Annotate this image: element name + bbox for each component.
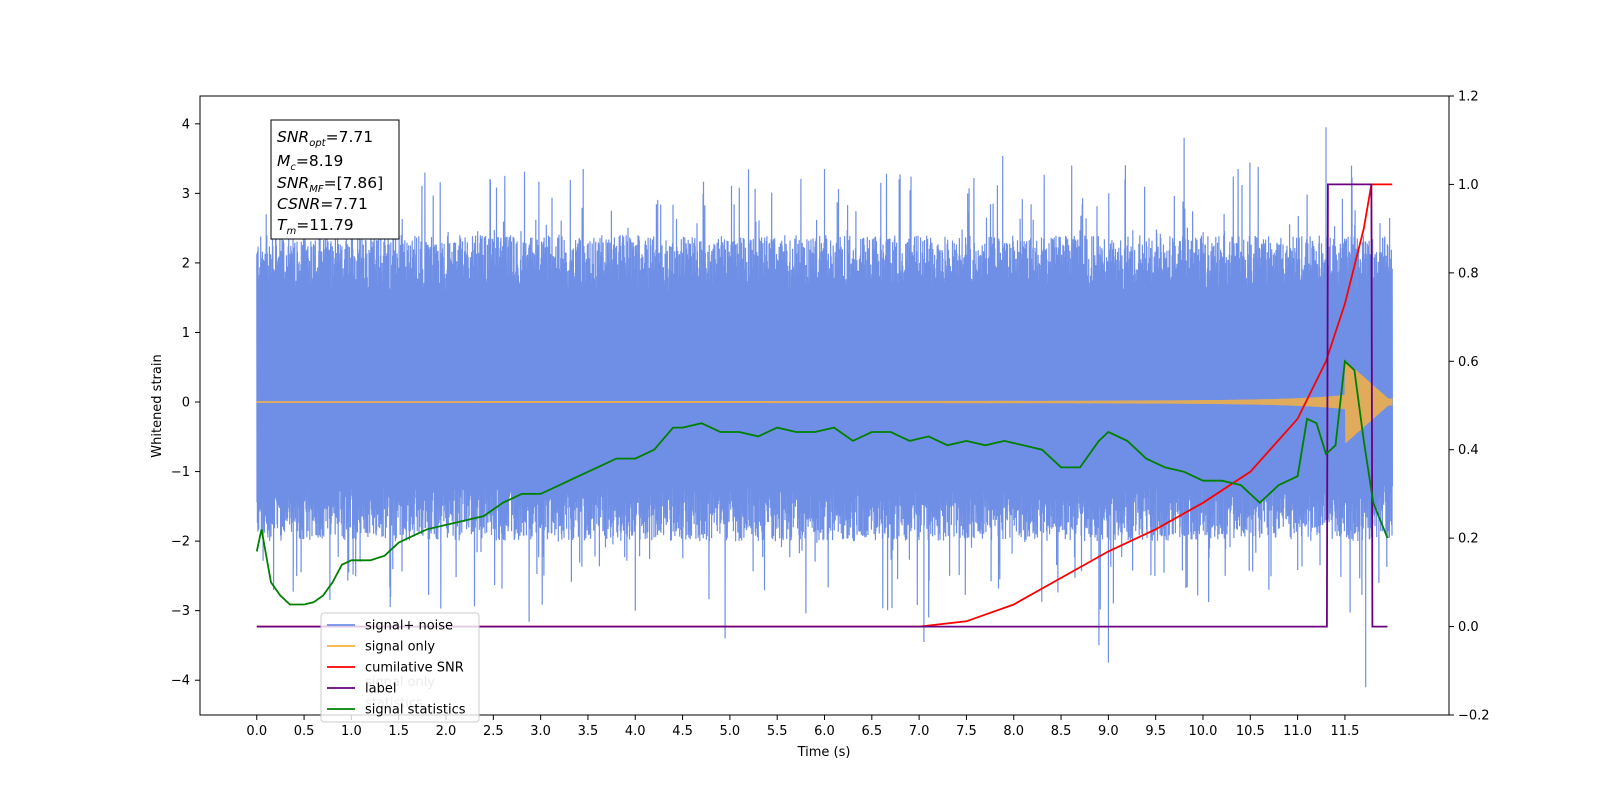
- snr-mf-value: =[7.86]: [324, 174, 384, 192]
- svg-text:SNRopt=7.71: SNRopt=7.71: [277, 128, 373, 149]
- y-tick-label: −2: [171, 535, 190, 550]
- svg-text:SNRMF=[7.86]: SNRMF=[7.86]: [277, 174, 383, 195]
- series-cumulative-snr-line: [256, 183, 1393, 628]
- x-tick-label: 5.0: [720, 724, 741, 739]
- x-tick-label: 8.0: [1003, 724, 1024, 739]
- y2-tick-label: 1.2: [1458, 90, 1479, 105]
- legend-entry-label: label: [365, 682, 396, 697]
- series-label-line: [256, 183, 1388, 628]
- y-tick-label: −4: [171, 674, 190, 689]
- x-tick-label: 1.0: [341, 724, 362, 739]
- series-signal-statistics-line: [255, 359, 1389, 606]
- x-tick-label: 10.5: [1236, 724, 1265, 739]
- y-axis-label: Whitened strain: [150, 354, 165, 457]
- x-tick-label: 8.5: [1051, 724, 1072, 739]
- annotation-box: SNRopt=7.71 Mc=8.19 SNRMF=[7.86] CSNR=7.…: [270, 119, 400, 240]
- y-tick-label: 1: [182, 326, 190, 341]
- y-tick-label: 3: [182, 187, 190, 202]
- csnr-value: =7.71: [320, 195, 368, 213]
- x-tick-label: 0.0: [246, 724, 267, 739]
- x-tick-label: 7.5: [956, 724, 977, 739]
- y2-tick-label: 0.8: [1458, 266, 1479, 281]
- y-tick-label: 4: [182, 117, 190, 132]
- y2-tick-label: 1.0: [1458, 178, 1479, 193]
- y-tick-label: −3: [171, 604, 190, 619]
- x-tick-label: 6.5: [861, 724, 882, 739]
- x-tick-label: 11.5: [1330, 724, 1359, 739]
- svg-text:Tm=11.79: Tm=11.79: [277, 216, 354, 237]
- legend: signal+ noise signal only cumilative SNR la…: [320, 612, 480, 723]
- x-axis-label: Time (s): [797, 745, 851, 760]
- svg-text:Mc=8.19: Mc=8.19: [277, 152, 343, 173]
- x-tick-label: 4.0: [625, 724, 646, 739]
- x-tick-label: 1.5: [388, 724, 409, 739]
- legend-entry-label: signal only: [365, 640, 435, 655]
- x-axis-ticks: 0.0 0.5 1.0 1.5 2.0 2.5 3.0 3.5 4.0 4.5 5.0 5.5 6.0 6…: [246, 715, 1359, 739]
- x-tick-label: 9.5: [1145, 724, 1166, 739]
- x-tick-label: 2.0: [436, 724, 457, 739]
- y-axis-ticks: 4 3 2 1 0 −1 −2 −3 −4: [171, 117, 200, 689]
- y2-tick-label: 0.6: [1458, 355, 1479, 370]
- chirp-mass-value: =8.19: [296, 152, 344, 170]
- legend-entry-label: cumilative SNR: [365, 661, 464, 676]
- y2-tick-label: −0.2: [1458, 709, 1490, 724]
- x-tick-label: 3.5: [578, 724, 599, 739]
- x-tick-label: 5.5: [767, 724, 788, 739]
- y2-tick-label: 0.2: [1458, 532, 1479, 547]
- x-tick-label: 10.0: [1189, 724, 1218, 739]
- legend-entry-label: signal statistics: [365, 703, 466, 718]
- x-tick-label: 7.0: [909, 724, 930, 739]
- merger-time-value: =11.79: [296, 216, 353, 234]
- snr-opt-value: =7.71: [326, 128, 374, 146]
- y-tick-label: −1: [171, 465, 190, 480]
- legend-entry-label: signal+ noise: [365, 619, 453, 634]
- x-tick-label: 0.5: [294, 724, 315, 739]
- x-tick-label: 11.0: [1283, 724, 1312, 739]
- y2-tick-label: 0.4: [1458, 443, 1479, 458]
- y2-tick-label: 0.0: [1458, 620, 1479, 635]
- plot-area: [255, 127, 1393, 688]
- y-tick-label: 0: [182, 396, 190, 411]
- x-tick-label: 9.0: [1098, 724, 1119, 739]
- svg-text:CSNR=7.71: CSNR=7.71: [277, 195, 368, 213]
- x-tick-label: 2.5: [483, 724, 504, 739]
- y-tick-label: 2: [182, 256, 190, 271]
- series-signal-noise-line: [256, 127, 1393, 688]
- series-signal-only-line: [256, 360, 1393, 444]
- x-tick-label: 4.5: [672, 724, 693, 739]
- x-tick-label: 6.0: [814, 724, 835, 739]
- y2-axis-ticks: 1.2 1.0 0.8 0.6 0.4 0.2 0.0 −0.2: [1449, 90, 1490, 724]
- x-tick-label: 3.0: [530, 724, 551, 739]
